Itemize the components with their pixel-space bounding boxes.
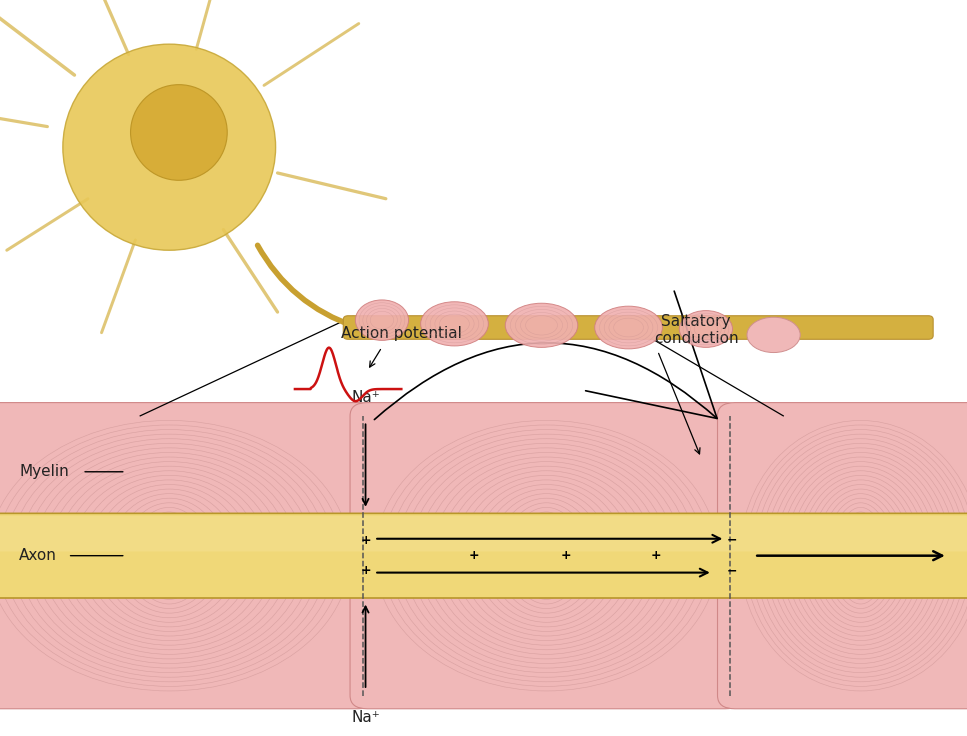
Text: +: +	[469, 549, 479, 562]
FancyBboxPatch shape	[343, 316, 933, 339]
Text: Axon: Axon	[19, 548, 57, 563]
Text: −: −	[727, 565, 737, 578]
Ellipse shape	[63, 44, 276, 250]
Text: −: −	[727, 534, 737, 547]
Text: Saltatory
conduction: Saltatory conduction	[654, 314, 739, 347]
FancyBboxPatch shape	[350, 403, 743, 709]
Text: +: +	[361, 534, 370, 547]
Text: Na⁺: Na⁺	[351, 389, 380, 405]
FancyBboxPatch shape	[0, 403, 375, 709]
Text: +: +	[361, 565, 370, 578]
Ellipse shape	[421, 302, 488, 346]
Text: Myelin: Myelin	[19, 464, 69, 479]
Ellipse shape	[679, 311, 732, 347]
Text: Action potential: Action potential	[340, 326, 462, 342]
Ellipse shape	[131, 85, 227, 180]
FancyBboxPatch shape	[0, 514, 967, 598]
FancyBboxPatch shape	[0, 516, 967, 551]
FancyArrowPatch shape	[374, 291, 718, 420]
Ellipse shape	[747, 317, 800, 353]
Ellipse shape	[506, 303, 578, 347]
Ellipse shape	[595, 306, 662, 349]
FancyBboxPatch shape	[718, 403, 967, 709]
Text: +: +	[561, 549, 571, 562]
Ellipse shape	[356, 300, 408, 340]
Text: +: +	[651, 549, 660, 562]
Text: Na⁺: Na⁺	[351, 710, 380, 726]
